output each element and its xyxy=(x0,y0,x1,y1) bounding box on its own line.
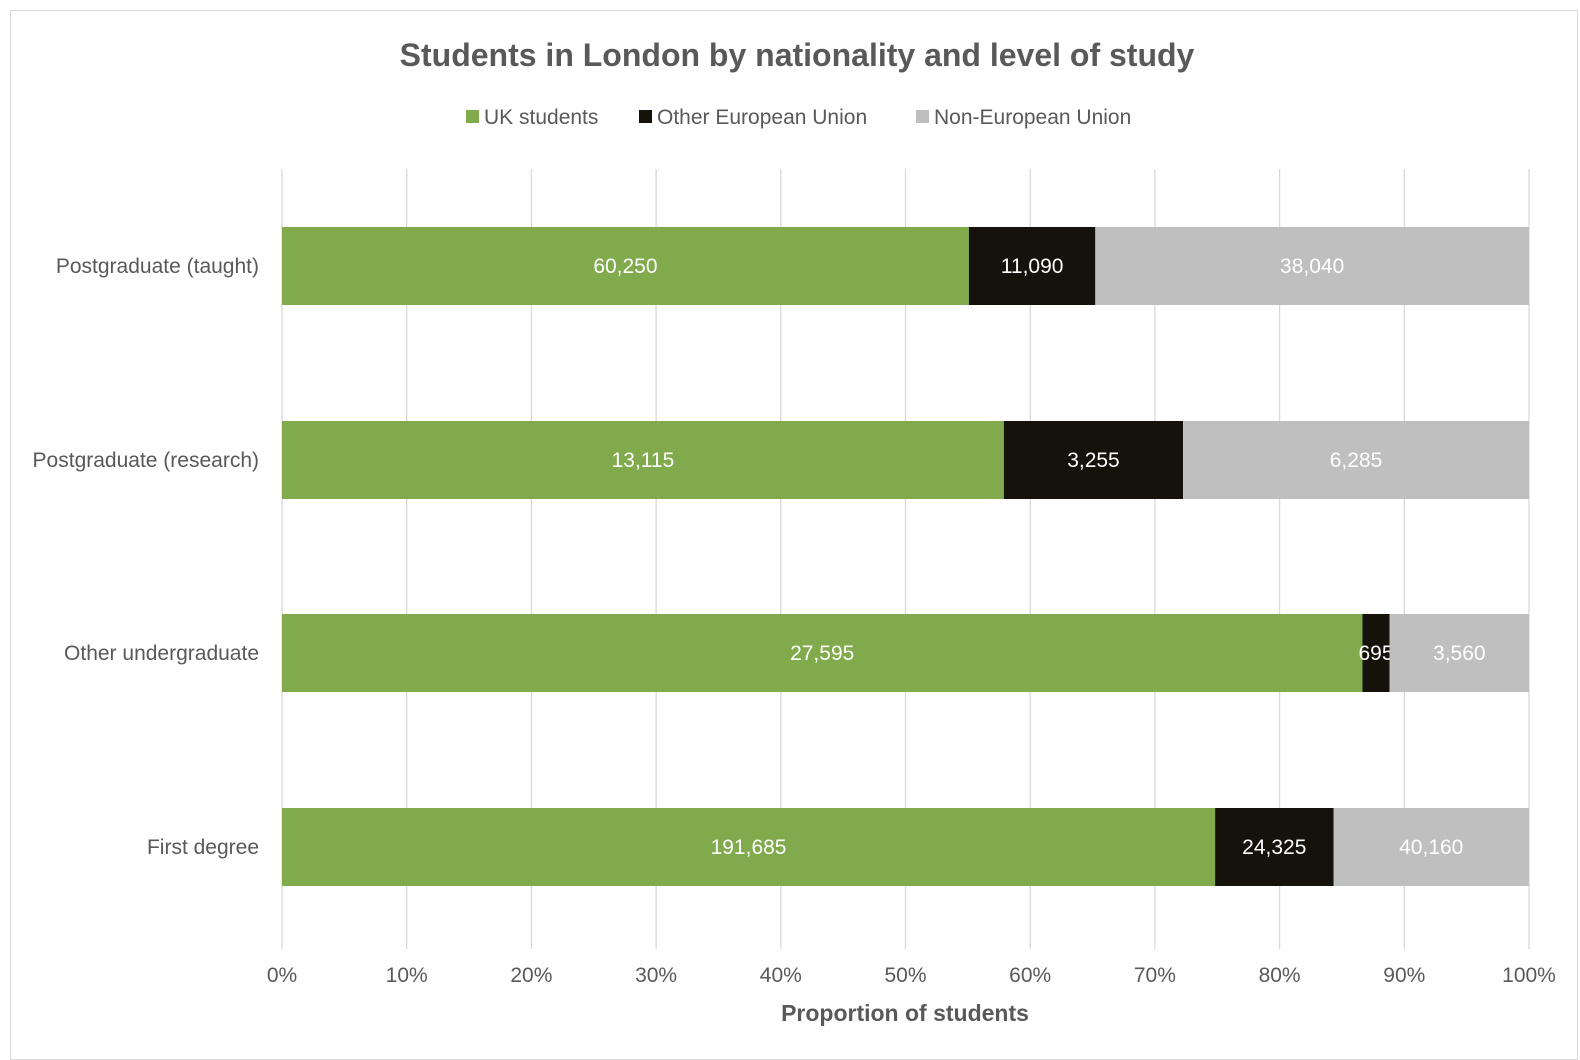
x-tick-label-6: 60% xyxy=(1009,964,1051,987)
bar-first-degree-other-european-union xyxy=(1215,808,1334,886)
data-label-other-undergraduate-non-european-union: 3,560 xyxy=(1433,642,1486,665)
category-label-first-degree: First degree xyxy=(147,836,259,859)
bar-other-undergraduate-other-european-union xyxy=(1362,614,1390,692)
category-label-other-undergraduate: Other undergraduate xyxy=(64,642,259,665)
bar-postgraduate-research-other-european-union xyxy=(1003,421,1184,499)
bar-postgraduate-taught-uk-students xyxy=(282,227,969,305)
x-tick-label-7: 70% xyxy=(1134,964,1176,987)
legend-label-other-european-union: Other European Union xyxy=(657,106,867,129)
data-label-postgraduate-research-other-european-union: 3,255 xyxy=(1067,449,1120,472)
bar-postgraduate-research-non-european-union xyxy=(1183,421,1529,499)
category-label-postgraduate-research: Postgraduate (research) xyxy=(33,449,259,472)
legend-label-non-european-union: Non-European Union xyxy=(934,106,1131,129)
bar-other-undergraduate-uk-students xyxy=(282,614,1363,692)
data-label-first-degree-other-european-union: 24,325 xyxy=(1242,836,1306,859)
legend-swatch-other-european-union xyxy=(639,110,652,123)
legend: UK students Other European Union Non-Europ… xyxy=(466,106,1131,129)
x-tick-label-2: 20% xyxy=(510,964,552,987)
x-tick-label-9: 90% xyxy=(1383,964,1425,987)
legend-swatch-uk-students xyxy=(466,110,479,123)
data-label-postgraduate-research-non-european-union: 6,285 xyxy=(1330,449,1383,472)
x-tick-label-5: 50% xyxy=(884,964,926,987)
stacked-bar-chart: Students in London by nationality and le… xyxy=(33,37,1556,1026)
category-labels: Postgraduate (taught) Postgraduate (resea… xyxy=(33,255,259,859)
chart-frame: Students in London by nationality and le… xyxy=(10,10,1578,1060)
data-label-other-undergraduate-other-european-union: 695 xyxy=(1358,642,1393,665)
data-label-first-degree-non-european-union: 40,160 xyxy=(1399,836,1463,859)
data-label-postgraduate-taught-non-european-union: 38,040 xyxy=(1280,255,1344,278)
bar-first-degree-uk-students xyxy=(282,808,1216,886)
x-tick-label-4: 40% xyxy=(760,964,802,987)
x-tick-label-0: 0% xyxy=(267,964,297,987)
data-label-postgraduate-taught-other-european-union: 11,090 xyxy=(1001,255,1064,278)
x-axis-title: Proportion of students xyxy=(781,1000,1029,1026)
bar-postgraduate-research-uk-students xyxy=(282,421,1004,499)
x-tick-label-8: 80% xyxy=(1259,964,1301,987)
data-label-postgraduate-taught-uk-students: 60,250 xyxy=(593,255,657,278)
data-label-other-undergraduate-uk-students: 27,595 xyxy=(790,642,854,665)
bar-postgraduate-taught-non-european-union xyxy=(1095,227,1529,305)
x-tick-label-1: 10% xyxy=(386,964,428,987)
bar-first-degree-non-european-union xyxy=(1333,808,1529,886)
x-tick-label-3: 30% xyxy=(635,964,677,987)
x-tick-label-10: 100% xyxy=(1502,964,1556,987)
data-label-first-degree-uk-students: 191,685 xyxy=(711,836,787,859)
legend-label-uk-students: UK students xyxy=(484,106,598,129)
legend-swatch-non-european-union xyxy=(916,110,929,123)
data-label-postgraduate-research-uk-students: 13,115 xyxy=(612,449,675,472)
category-label-postgraduate-taught: Postgraduate (taught) xyxy=(56,255,259,278)
bar-segments: 60,250 11,090 38,040 13,115 3,255 6,285 27,595… xyxy=(282,227,1529,886)
chart-title: Students in London by nationality and le… xyxy=(400,37,1195,73)
bar-postgraduate-taught-other-european-union xyxy=(968,227,1096,305)
bar-other-undergraduate-non-european-union xyxy=(1389,614,1529,692)
x-tick-labels: 0% 10% 20% 30% 40% 50% 60% 70% 80% 90% 100% xyxy=(267,964,1556,987)
